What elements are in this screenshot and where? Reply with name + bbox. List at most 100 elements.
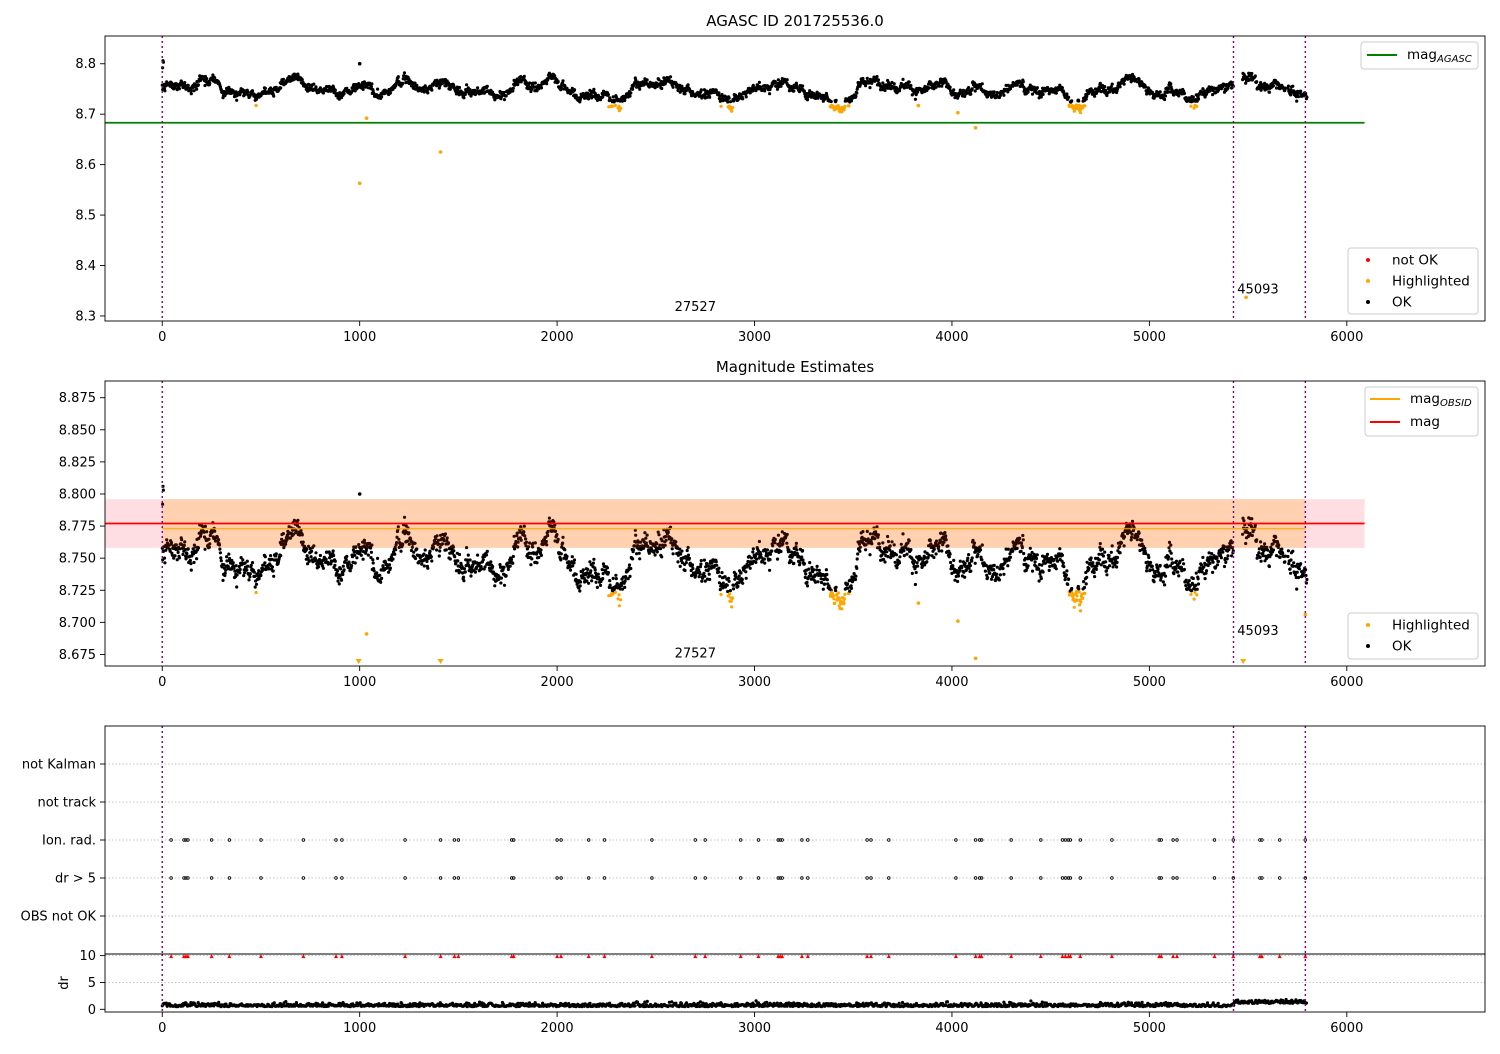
ok-point: [620, 584, 623, 587]
ok-point: [1064, 578, 1067, 581]
ok-point: [803, 90, 806, 93]
ok-point: [745, 95, 748, 98]
ok-point: [573, 88, 576, 91]
ok-point: [185, 552, 188, 555]
ok-point: [498, 563, 501, 566]
ok-point: [1105, 573, 1108, 576]
ok-point: [614, 574, 617, 577]
ok-point: [848, 590, 851, 593]
ok-point: [914, 98, 917, 101]
ok-point: [855, 91, 858, 94]
ok-point: [855, 567, 858, 570]
ok-point: [1036, 553, 1039, 556]
outlier-point: [956, 111, 960, 115]
ok-point: [1065, 569, 1068, 572]
ok-point: [628, 575, 631, 578]
ok-point: [971, 539, 974, 542]
ok-point: [945, 538, 948, 541]
ok-point: [903, 554, 906, 557]
ok-point: [935, 552, 938, 555]
ok-point: [729, 589, 732, 592]
ok-point: [766, 548, 769, 551]
ok-point: [1140, 539, 1143, 542]
ok-point: [859, 546, 862, 549]
ok-point: [615, 577, 618, 580]
ok-point: [886, 535, 889, 538]
ok-point: [1022, 538, 1025, 541]
ok-point: [676, 560, 679, 563]
top-xtick-label: 4000: [935, 330, 968, 345]
ok-point: [908, 539, 911, 542]
ok-point: [465, 546, 468, 549]
ok-point: [235, 564, 238, 567]
highlighted-point: [1193, 598, 1196, 601]
ok-point: [561, 79, 564, 82]
top-xtick-label: 6000: [1330, 330, 1363, 345]
ok-point: [988, 572, 991, 575]
ok-point: [1130, 533, 1133, 536]
ok-point: [816, 580, 819, 583]
ok-point: [441, 542, 444, 545]
ok-point: [354, 545, 357, 548]
ok-point: [803, 562, 806, 565]
ok-point: [864, 543, 867, 546]
ok-point: [207, 538, 210, 541]
ok-point: [453, 555, 456, 558]
ok-point: [482, 558, 485, 561]
ok-point: [180, 538, 183, 541]
ok-point: [394, 548, 397, 551]
ok-point: [469, 574, 472, 577]
ok-point: [1159, 90, 1162, 93]
ok-point: [205, 77, 208, 80]
ok-point: [1163, 572, 1166, 575]
ok-point: [411, 546, 414, 549]
ok-point: [1065, 573, 1068, 576]
ok-point: [489, 560, 492, 563]
ok-point: [399, 550, 402, 553]
ok-point: [370, 544, 373, 547]
ok-point: [893, 543, 896, 546]
ok-point: [512, 555, 515, 558]
ok-point: [660, 87, 663, 90]
ok-point: [1103, 551, 1106, 554]
ok-point: [540, 554, 543, 557]
ok-point: [929, 539, 932, 542]
ok-point: [708, 96, 711, 99]
ok-point: [267, 567, 270, 570]
ok-point: [594, 568, 597, 571]
ok-point: [726, 584, 729, 587]
ok-point: [407, 531, 410, 534]
ok-point: [189, 562, 192, 565]
ok-point: [248, 575, 251, 578]
ok-point: [175, 543, 178, 546]
ok-point: [890, 540, 893, 543]
ok-point: [554, 530, 557, 533]
ok-point: [816, 565, 819, 568]
ok-point: [834, 589, 837, 592]
ok-point: [592, 558, 595, 561]
ok-point: [667, 531, 670, 534]
ok-point: [1166, 91, 1169, 94]
ok-point: [449, 557, 452, 560]
ok-point: [469, 558, 472, 561]
ok-point: [520, 539, 523, 542]
ok-point: [511, 562, 514, 565]
ok-point: [333, 564, 336, 567]
ok-point: [901, 78, 904, 81]
top-panel-title: AGASC ID 201725536.0: [706, 12, 884, 30]
ok-point: [502, 566, 505, 569]
ok-point: [592, 562, 595, 565]
ok-point: [513, 547, 516, 550]
ok-point: [414, 557, 417, 560]
ok-point: [952, 88, 955, 91]
ok-point: [777, 534, 780, 537]
ok-point: [500, 577, 503, 580]
top-legend-mag: magAGASC: [1361, 42, 1478, 69]
ok-point: [648, 552, 651, 555]
highlighted-point: [730, 110, 733, 113]
highlighted-point: [1079, 609, 1082, 612]
ok-point: [227, 553, 230, 556]
ok-point: [984, 570, 987, 573]
ok-point: [1042, 570, 1045, 573]
